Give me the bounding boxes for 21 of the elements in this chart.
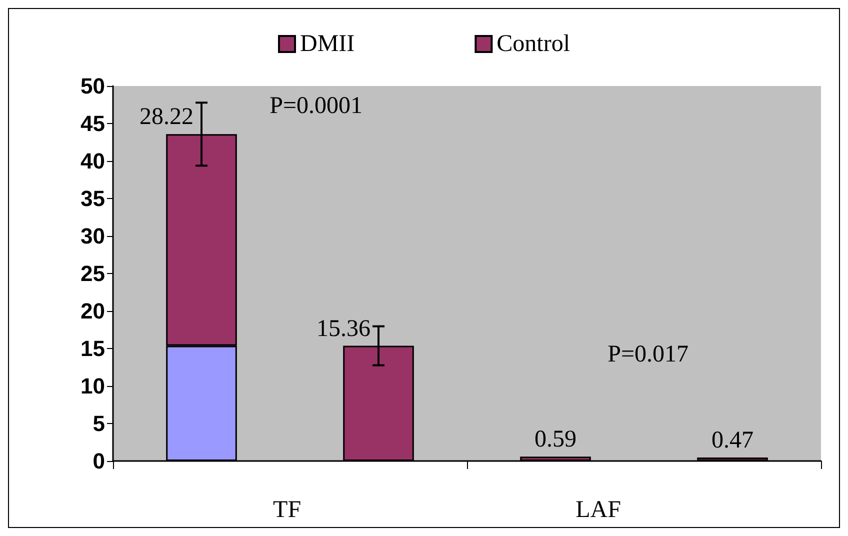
legend-label: Control bbox=[496, 31, 570, 57]
y-tick-label: 10 bbox=[80, 374, 105, 398]
text: LAF bbox=[576, 496, 621, 523]
y-tick-label: 5 bbox=[92, 411, 105, 436]
y-tick-label: 35 bbox=[80, 186, 105, 211]
y-tick-label: 20 bbox=[80, 298, 105, 324]
y-tick-label: 15 bbox=[80, 336, 105, 361]
data-label: 28.22 bbox=[140, 104, 194, 130]
data-label: 0.59 bbox=[534, 426, 576, 453]
data-label: 0.47 bbox=[712, 427, 754, 454]
y-tick-label: 50 bbox=[80, 74, 105, 98]
y-tick-label: 25 bbox=[80, 261, 105, 286]
legend-label: DMII bbox=[300, 31, 355, 57]
data-label: 15.36 bbox=[316, 316, 370, 342]
annotation: P=0.017 bbox=[608, 341, 689, 368]
annotation: P=0.0001 bbox=[270, 92, 363, 119]
y-tick-label: 30 bbox=[80, 224, 105, 248]
y-tick-label: 45 bbox=[80, 111, 105, 136]
y-tick-label: 0 bbox=[92, 448, 105, 474]
text: TF bbox=[273, 496, 302, 523]
y-tick-label: 40 bbox=[80, 148, 105, 174]
